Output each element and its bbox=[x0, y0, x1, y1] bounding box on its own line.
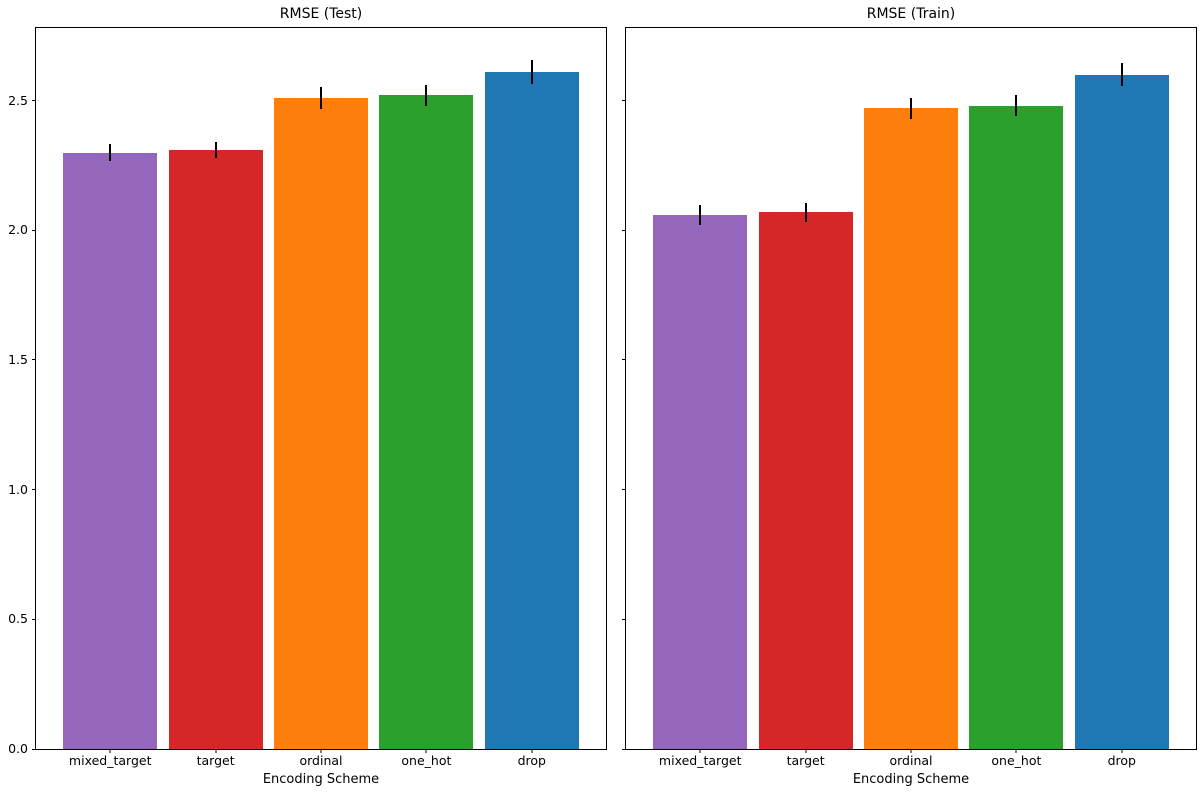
y-tick-mark bbox=[622, 100, 626, 102]
x-tick-mark bbox=[910, 749, 912, 753]
bar-one_hot bbox=[379, 95, 474, 749]
x-tick-mark bbox=[805, 749, 807, 753]
y-tick-label: 2.0 bbox=[8, 222, 28, 238]
x-tick-label-mixed_target: mixed_target bbox=[658, 753, 742, 768]
x-tick-mark bbox=[425, 749, 427, 753]
y-tick-label: 2.5 bbox=[8, 92, 28, 108]
bar-ordinal bbox=[863, 108, 959, 749]
x-axis-label-train: Encoding Scheme bbox=[852, 772, 970, 787]
x-tick-label-ordinal: ordinal bbox=[889, 753, 933, 768]
error-bar-mixed_target bbox=[109, 143, 112, 162]
bar-target bbox=[758, 212, 853, 749]
x-axis-label-test: Encoding Scheme bbox=[262, 772, 380, 787]
bar-drop bbox=[1074, 74, 1169, 749]
y-tick-mark bbox=[622, 748, 626, 750]
error-bar-drop bbox=[530, 60, 533, 85]
error-bar-ordinal bbox=[910, 98, 912, 119]
axes-rmse-test: RMSE (Test) Encoding Scheme 0.0 0.5 1.0 1.5… bbox=[8, 7, 607, 786]
bar-ordinal bbox=[273, 98, 369, 749]
y-tick-mark bbox=[32, 359, 36, 361]
y-tick-label: 0.0 bbox=[8, 740, 28, 756]
y-tick-mark bbox=[622, 489, 626, 491]
error-bar-target bbox=[804, 202, 807, 222]
error-bar-mixed_target bbox=[699, 204, 702, 225]
x-tick-label-ordinal: ordinal bbox=[299, 753, 343, 768]
x-tick-label-target: target bbox=[196, 753, 235, 768]
x-tick-label-mixed_target: mixed_target bbox=[68, 753, 152, 768]
x-tick-label-one_hot: one_hot bbox=[401, 753, 452, 768]
plot-title-test: RMSE (Test) bbox=[279, 6, 363, 22]
y-tick-mark bbox=[622, 229, 626, 231]
y-tick-mark bbox=[622, 359, 626, 361]
y-tick-label: 0.5 bbox=[8, 611, 28, 627]
bar-mixed_target bbox=[63, 152, 158, 749]
x-tick-label-drop: drop bbox=[1107, 753, 1136, 768]
y-tick-label: 1.0 bbox=[8, 481, 28, 497]
plot-title-train: RMSE (Train) bbox=[866, 6, 956, 22]
x-tick-label-target: target bbox=[786, 753, 825, 768]
x-tick-label-drop: drop bbox=[517, 753, 546, 768]
bar-drop bbox=[484, 72, 579, 749]
x-tick-mark bbox=[531, 749, 533, 753]
y-tick-label: 1.5 bbox=[8, 351, 28, 367]
x-tick-mark bbox=[1015, 749, 1017, 753]
bar-one_hot bbox=[969, 105, 1064, 749]
x-tick-mark bbox=[699, 749, 701, 753]
bar-target bbox=[168, 149, 263, 749]
error-bar-one_hot bbox=[1015, 95, 1018, 117]
y-tick-mark bbox=[32, 100, 36, 102]
y-tick-mark bbox=[32, 748, 36, 750]
error-bar-drop bbox=[1120, 63, 1123, 87]
error-bar-one_hot bbox=[425, 84, 428, 107]
x-tick-mark bbox=[109, 749, 111, 753]
error-bar-ordinal bbox=[320, 87, 322, 109]
x-tick-mark bbox=[215, 749, 217, 753]
y-tick-mark bbox=[32, 489, 36, 491]
x-tick-mark bbox=[320, 749, 322, 753]
x-tick-mark bbox=[1121, 749, 1123, 753]
y-tick-mark bbox=[622, 618, 626, 620]
axes-rmse-train: RMSE (Train) Encoding Scheme mixed_targe… bbox=[622, 7, 1197, 786]
x-tick-label-one_hot: one_hot bbox=[991, 753, 1042, 768]
y-tick-mark bbox=[32, 229, 36, 231]
y-tick-mark bbox=[32, 618, 36, 620]
error-bar-target bbox=[214, 141, 217, 158]
bar-mixed_target bbox=[653, 214, 748, 749]
